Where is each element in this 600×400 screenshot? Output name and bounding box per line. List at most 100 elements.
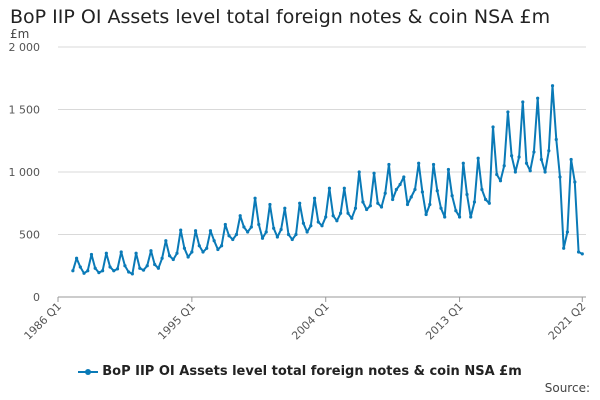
data-point[interactable] — [108, 265, 112, 269]
data-point[interactable] — [320, 224, 324, 228]
data-point[interactable] — [286, 232, 291, 237]
data-point[interactable] — [331, 214, 335, 218]
data-point[interactable] — [394, 187, 398, 192]
data-point[interactable] — [539, 157, 543, 162]
data-point[interactable] — [253, 196, 257, 200]
data-point[interactable] — [227, 234, 231, 238]
data-point[interactable] — [383, 191, 387, 195]
data-point[interactable] — [193, 229, 198, 233]
data-point[interactable] — [153, 262, 157, 267]
data-point[interactable] — [517, 155, 521, 159]
data-point[interactable] — [465, 192, 469, 197]
data-point[interactable] — [190, 250, 194, 254]
data-point[interactable] — [305, 230, 309, 234]
data-point[interactable] — [365, 207, 369, 212]
data-point[interactable] — [569, 157, 573, 162]
data-point[interactable] — [197, 244, 201, 248]
data-point[interactable] — [160, 256, 164, 260]
data-point[interactable] — [536, 96, 540, 100]
data-point[interactable] — [558, 175, 562, 179]
data-point[interactable] — [487, 201, 491, 205]
data-point[interactable] — [498, 179, 503, 183]
data-point[interactable] — [554, 137, 558, 142]
data-point[interactable] — [301, 221, 306, 225]
data-point[interactable] — [484, 197, 488, 202]
data-point[interactable] — [524, 161, 529, 165]
data-point[interactable] — [123, 264, 127, 268]
data-point[interactable] — [279, 227, 283, 232]
data-point[interactable] — [543, 170, 547, 174]
data-point[interactable] — [580, 252, 584, 256]
data-point[interactable] — [212, 239, 216, 243]
data-point[interactable] — [402, 175, 406, 179]
data-point[interactable] — [164, 239, 168, 243]
data-point[interactable] — [353, 206, 358, 210]
data-point[interactable] — [502, 164, 506, 168]
data-point[interactable] — [171, 257, 175, 262]
data-point[interactable] — [405, 202, 410, 207]
data-point[interactable] — [208, 229, 213, 233]
data-point[interactable] — [74, 256, 79, 260]
data-point[interactable] — [327, 186, 332, 190]
data-point[interactable] — [127, 270, 131, 274]
data-point[interactable] — [205, 246, 209, 250]
data-point[interactable] — [182, 246, 187, 250]
data-point[interactable] — [547, 149, 551, 153]
data-point[interactable] — [268, 202, 272, 207]
data-point[interactable] — [550, 84, 555, 88]
data-point[interactable] — [97, 271, 101, 275]
data-point[interactable] — [220, 244, 224, 248]
data-point[interactable] — [242, 225, 246, 229]
data-point[interactable] — [338, 211, 343, 215]
data-point[interactable] — [391, 197, 395, 202]
data-point[interactable] — [454, 209, 458, 213]
data-point[interactable] — [231, 237, 235, 242]
data-point[interactable] — [93, 266, 97, 270]
data-point[interactable] — [179, 228, 183, 232]
data-point[interactable] — [294, 232, 298, 237]
data-point[interactable] — [469, 215, 473, 219]
data-point[interactable] — [417, 161, 421, 165]
data-point[interactable] — [361, 200, 365, 204]
data-point[interactable] — [89, 252, 94, 257]
data-point[interactable] — [350, 216, 354, 220]
data-point[interactable] — [450, 194, 454, 198]
data-point[interactable] — [309, 224, 313, 228]
data-point[interactable] — [420, 190, 424, 194]
data-point[interactable] — [249, 225, 253, 229]
data-point[interactable] — [576, 250, 581, 254]
data-point[interactable] — [573, 180, 577, 184]
data-point[interactable] — [431, 162, 436, 167]
data-point[interactable] — [86, 269, 90, 273]
legend[interactable]: BoP IIP OI Assets level total foreign no… — [0, 364, 600, 379]
data-point[interactable] — [101, 269, 105, 273]
data-point[interactable] — [513, 170, 517, 174]
data-point[interactable] — [376, 201, 380, 205]
data-point[interactable] — [290, 237, 294, 242]
data-point[interactable] — [368, 204, 372, 208]
data-point[interactable] — [104, 251, 108, 255]
data-point[interactable] — [145, 264, 149, 268]
data-point[interactable] — [413, 187, 417, 192]
data-point[interactable] — [480, 187, 484, 192]
data-point[interactable] — [506, 110, 510, 114]
data-point[interactable] — [357, 170, 361, 174]
data-point[interactable] — [428, 202, 432, 207]
data-point[interactable] — [457, 215, 462, 219]
data-point[interactable] — [435, 189, 439, 193]
data-point[interactable] — [115, 267, 120, 271]
data-point[interactable] — [257, 222, 261, 227]
data-point[interactable] — [298, 201, 302, 205]
data-point[interactable] — [424, 212, 428, 217]
data-point[interactable] — [521, 100, 525, 104]
data-point[interactable] — [439, 206, 443, 210]
data-point[interactable] — [472, 200, 477, 204]
data-point[interactable] — [275, 235, 279, 239]
data-point[interactable] — [495, 172, 499, 177]
data-point[interactable] — [167, 254, 172, 258]
data-point[interactable] — [175, 251, 179, 255]
data-point[interactable] — [71, 269, 75, 273]
data-point[interactable] — [283, 206, 287, 210]
data-point[interactable] — [223, 222, 227, 227]
data-point[interactable] — [264, 230, 268, 234]
